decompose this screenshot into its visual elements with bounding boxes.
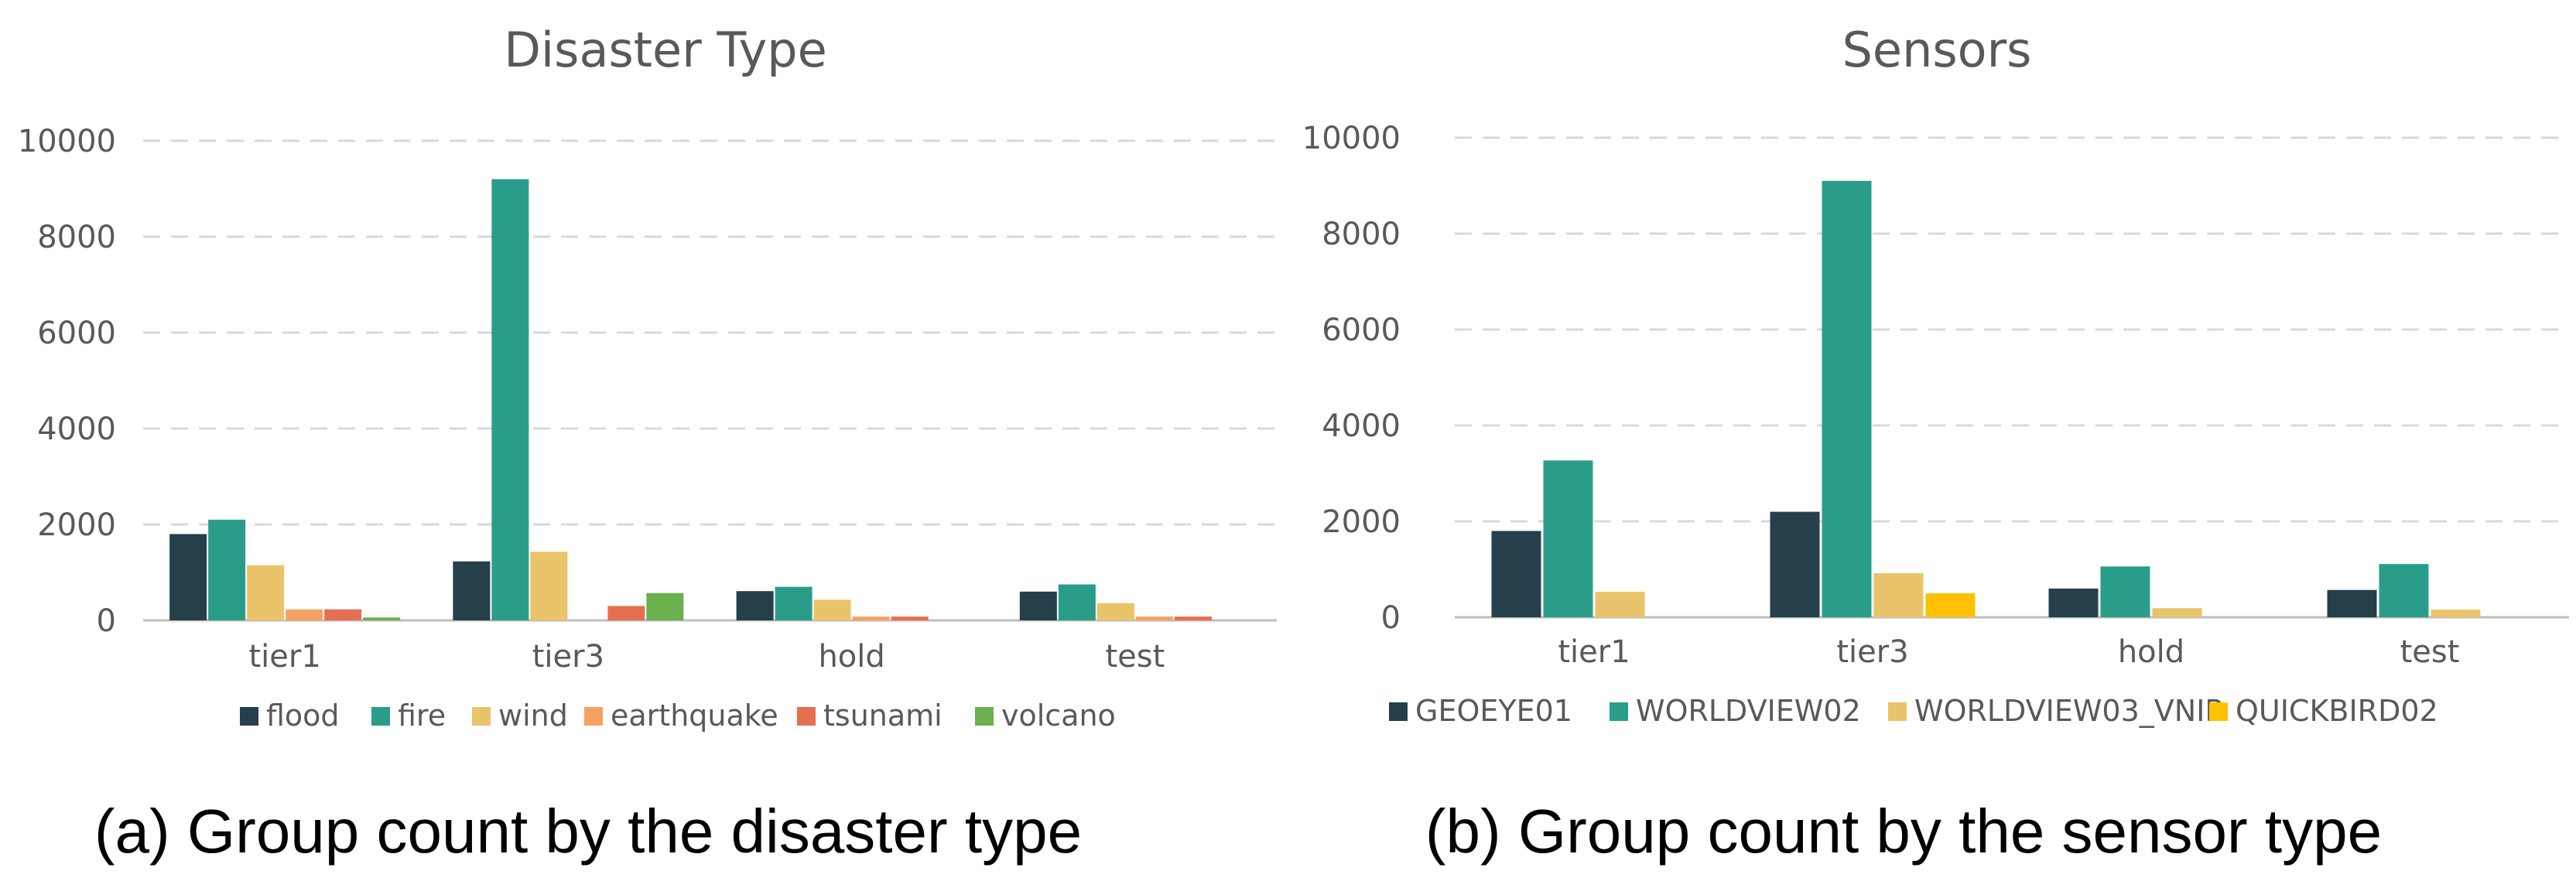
y-tick-label: 0 [1381, 600, 1401, 636]
legend-swatch [584, 707, 603, 726]
bar-fire-hold [775, 586, 812, 620]
y-tick-label: 10000 [1302, 121, 1401, 156]
gridlines [1455, 136, 2569, 619]
bar-worldview02-tier1 [1543, 460, 1593, 617]
legend-swatch [797, 707, 816, 726]
bar-worldview03-vnir-tier3 [1873, 572, 1924, 617]
bar-worldview03-vnir-hold [2152, 608, 2202, 617]
bar-tsunami-hold [891, 617, 929, 620]
bar-fire-tier3 [491, 179, 529, 621]
y-tick-label: 0 [97, 603, 116, 639]
x-tick-label: tier1 [248, 639, 320, 675]
legend: GEOEYE01 WORLDVIEW02 WORLDVIEW03_VNIR QUICK… [1389, 694, 2438, 728]
x-tick-labels: tier1 tier3 hold test [1558, 634, 2459, 670]
bar-wind-tier1 [247, 565, 285, 620]
x-tick-label: tier1 [1558, 634, 1630, 670]
y-tick-label: 4000 [1322, 408, 1401, 444]
bar-fire-test [1058, 584, 1096, 620]
bar-earthquake-tier1 [286, 609, 323, 620]
legend-swatch [472, 707, 491, 726]
bar-volcano-tier3 [646, 593, 684, 620]
x-tick-label: hold [2118, 634, 2184, 670]
legend-label: volcano [1001, 699, 1116, 733]
y-tick-label: 4000 [37, 412, 116, 447]
bar-geoeye01-tier3 [1770, 511, 1820, 617]
gridlines [143, 139, 1277, 622]
bar-tsunami-tier1 [324, 609, 362, 620]
x-tick-label: hold [818, 639, 884, 675]
x-tick-label: tier3 [532, 639, 604, 675]
bar-geoeye01-tier1 [1491, 531, 1541, 617]
legend-swatch [1888, 702, 1907, 721]
legend: flood fire wind earthquake tsunami volcano [240, 699, 1116, 733]
legend-label: tsunami [823, 699, 942, 733]
legend-swatch [2209, 702, 2228, 721]
bar-earthquake-test [1135, 617, 1173, 620]
bar-tsunami-tier3 [607, 606, 645, 620]
figure-caption: (b) Group count by the sensor type [1425, 797, 2382, 866]
legend-swatch [975, 707, 994, 726]
legend-label: GEOEYE01 [1415, 694, 1572, 728]
x-tick-label: test [1105, 639, 1165, 675]
bar-geoeye01-test [2327, 589, 2377, 617]
bars [169, 179, 1212, 621]
bar-geoeye01-hold [2048, 588, 2099, 617]
bar-quickbird02-tier3 [1925, 593, 1976, 617]
bar-worldview03-vnir-test [2431, 610, 2481, 617]
bar-flood-tier3 [453, 561, 491, 620]
legend-swatch [371, 707, 390, 726]
y-tick-label: 2000 [37, 507, 116, 543]
disaster-type-chart: Disaster Type 0 2000 4000 6000 8000 10000 tie… [18, 22, 1277, 866]
x-tick-label: tier3 [1836, 634, 1908, 670]
bar-wind-tier3 [530, 552, 568, 620]
x-tick-label: test [2400, 634, 2460, 670]
legend-label: earthquake [611, 699, 778, 733]
y-tick-label: 6000 [37, 316, 116, 351]
chart-title: Sensors [1842, 22, 2032, 78]
y-tick-label: 8000 [37, 220, 116, 255]
bar-flood-test [1019, 591, 1057, 620]
legend-label: WORLDVIEW02 [1636, 694, 1861, 728]
bar-worldview02-test [2379, 564, 2429, 617]
bar-tsunami-test [1174, 617, 1212, 620]
legend-label: QUICKBIRD02 [2236, 694, 2438, 728]
bar-worldview03-vnir-tier1 [1595, 592, 1645, 617]
figure-caption: (a) Group count by the disaster type [94, 797, 1082, 866]
bars [1491, 180, 2481, 618]
bar-wind-hold [813, 600, 851, 620]
bar-worldview02-hold [2100, 566, 2150, 617]
legend-swatch [1610, 702, 1628, 721]
legend-label: WORLDVIEW03_VNIR [1914, 694, 2225, 728]
legend-swatch [1389, 702, 1408, 721]
y-tick-label: 2000 [1322, 504, 1401, 540]
y-tick-label: 10000 [18, 124, 116, 159]
y-tick-labels: 0 2000 4000 6000 8000 10000 [18, 124, 116, 639]
bar-flood-hold [736, 591, 774, 620]
bar-volcano-tier1 [363, 617, 401, 620]
chart-title: Disaster Type [504, 22, 827, 78]
bar-flood-tier1 [169, 534, 207, 620]
legend-label: fire [398, 699, 446, 733]
bar-worldview02-tier3 [1822, 180, 1872, 618]
y-tick-label: 6000 [1322, 313, 1401, 348]
y-tick-label: 8000 [1322, 217, 1401, 252]
x-tick-labels: tier1 tier3 hold test [248, 639, 1165, 675]
legend-swatch [240, 707, 258, 726]
y-tick-labels: 0 2000 4000 6000 8000 10000 [1302, 121, 1401, 636]
bar-wind-test [1096, 603, 1134, 620]
legend-label: flood [266, 699, 340, 733]
legend-label: wind [498, 699, 568, 733]
bar-fire-tier1 [208, 519, 246, 620]
bar-earthquake-hold [852, 617, 890, 620]
